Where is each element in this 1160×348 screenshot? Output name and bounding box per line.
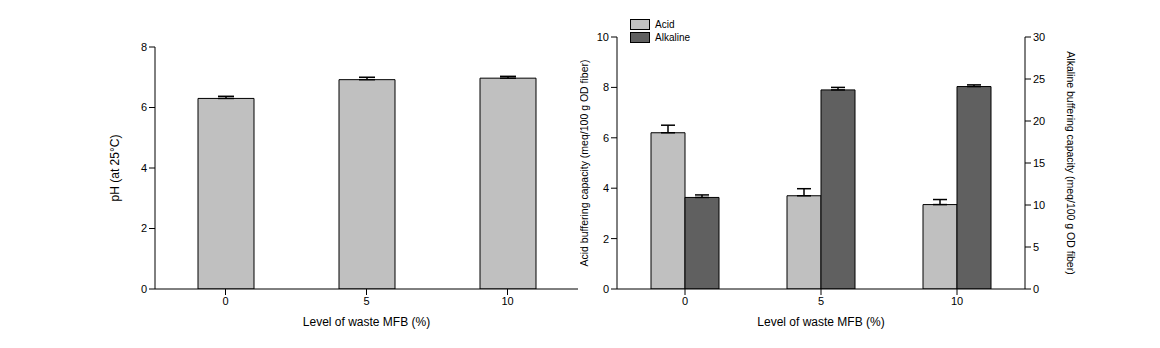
svg-text:Level of waste MFB (%): Level of waste MFB (%) (757, 315, 884, 329)
svg-text:Alkaline buffering capacity (m: Alkaline buffering capacity (meq/100 g O… (1065, 51, 1077, 274)
svg-text:10: 10 (597, 31, 609, 43)
svg-text:15: 15 (1033, 157, 1045, 169)
html-text:Acid: Acid (655, 19, 675, 30)
svg-text:0: 0 (603, 283, 609, 295)
svg-text:8: 8 (141, 41, 147, 53)
svg-text:20: 20 (1033, 115, 1045, 127)
svg-text:0: 0 (1033, 283, 1039, 295)
svg-text:8: 8 (603, 81, 609, 93)
svg-text:Acid buffering capacity (meq/1: Acid buffering capacity (meq/100 g OD fi… (580, 60, 590, 267)
svg-text:2: 2 (603, 233, 609, 245)
html-text:Alkaline: Alkaline (655, 32, 690, 43)
svg-text:10: 10 (1033, 199, 1045, 211)
svg-text:5: 5 (818, 295, 824, 307)
svg-text:4: 4 (603, 182, 609, 194)
svg-text:10: 10 (501, 295, 513, 307)
svg-text:2: 2 (141, 222, 147, 234)
svg-text:0: 0 (222, 295, 228, 307)
svg-text:4: 4 (141, 162, 147, 174)
svg-text:5: 5 (363, 295, 369, 307)
svg-text:25: 25 (1033, 73, 1045, 85)
svg-text:6: 6 (141, 101, 147, 113)
svg-text:0: 0 (141, 283, 147, 295)
svg-text:Level of waste MFB (%): Level of waste MFB (%) (303, 315, 430, 329)
svg-text:5: 5 (1033, 241, 1039, 253)
svg-text:6: 6 (603, 132, 609, 144)
svg-text:30: 30 (1033, 31, 1045, 43)
svg-text:pH (at 25°C): pH (at 25°C) (108, 135, 122, 202)
svg-text:0: 0 (682, 295, 688, 307)
svg-text:10: 10 (951, 295, 963, 307)
